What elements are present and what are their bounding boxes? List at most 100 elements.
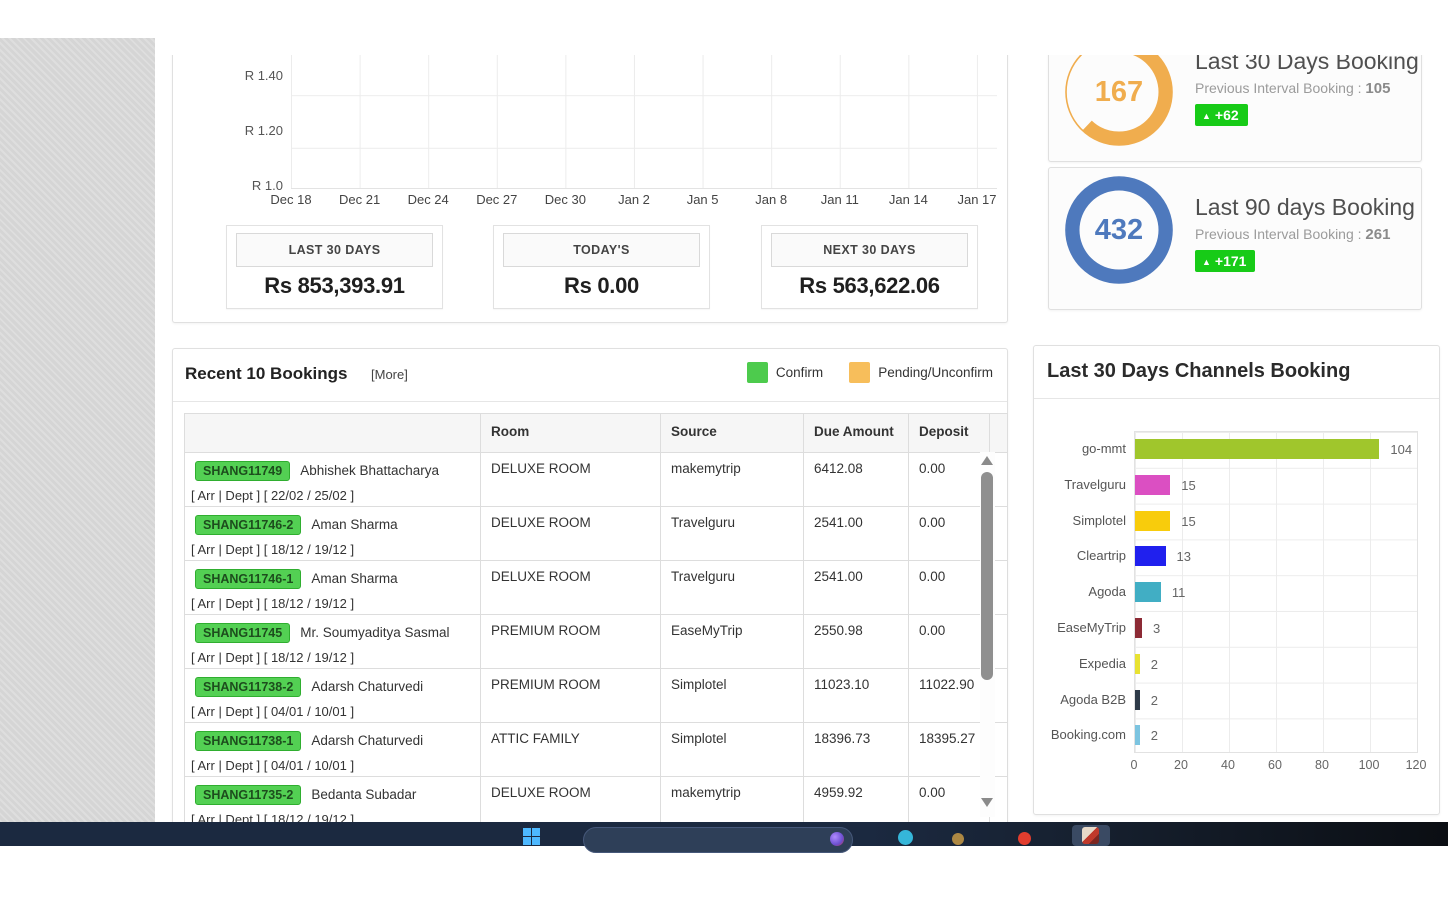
- table-row[interactable]: SHANG11738-1 Adarsh Chaturvedi [ Arr | Dep…: [185, 723, 1007, 777]
- channels-x-tick-label: 80: [1315, 758, 1329, 772]
- column-header: [185, 414, 481, 452]
- channel-bar: [1135, 474, 1171, 495]
- guest-name: Abhishek Bhattacharya: [300, 463, 440, 478]
- last-90-days-booking-card: 432 Last 90 days Booking Previous Interval…: [1048, 167, 1422, 310]
- deposit-cell: 0.00: [909, 777, 990, 822]
- x-axis-tick-label: Dec 27: [476, 192, 518, 207]
- due-amount-cell: 4959.92: [804, 777, 909, 822]
- room-cell: ATTIC FAMILY: [481, 723, 661, 776]
- channel-bar-value: 2: [1150, 656, 1158, 672]
- booking-cell: SHANG11746-2 Aman Sharma [ Arr | Dept ] [ …: [185, 507, 481, 560]
- booking-line1: SHANG11746-2 Aman Sharma: [195, 515, 470, 535]
- channels-bar-plot: [1134, 431, 1418, 753]
- revenue-stat-box: TODAY'S Rs 0.00: [493, 225, 710, 309]
- booking-id-badge[interactable]: SHANG11745: [195, 623, 291, 643]
- status-legend: Confirm Pending/Unconfirm: [746, 362, 993, 383]
- arrival-departure-dates: [ Arr | Dept ] [ 18/12 / 19/12 ]: [191, 596, 355, 611]
- channel-label: Simplotel: [1072, 512, 1126, 528]
- channel-bar: [1135, 510, 1171, 531]
- gauge-ring: 432: [1061, 172, 1177, 288]
- booking-line1: SHANG11738-2 Adarsh Chaturvedi: [195, 677, 470, 697]
- booking-id-badge[interactable]: SHANG11749: [195, 461, 291, 481]
- table-row[interactable]: SHANG11735-2 Bedanta Subadar [ Arr | Dept …: [185, 777, 1007, 822]
- source-cell: makemytrip: [661, 777, 804, 822]
- channel-bar-value: 15: [1181, 513, 1196, 529]
- x-axis-tick-label: Jan 5: [686, 192, 719, 207]
- booking-id-badge[interactable]: SHANG11735-2: [195, 785, 302, 805]
- room-cell: PREMIUM ROOM: [481, 615, 661, 668]
- channel-bar-value: 3: [1153, 621, 1161, 636]
- taskbar-app-amber-icon[interactable]: [952, 833, 964, 845]
- up-arrow-icon: ▲: [1202, 111, 1211, 121]
- booking-id-badge[interactable]: SHANG11746-2: [195, 515, 302, 535]
- table-row[interactable]: SHANG11749 Abhishek Bhattacharya [ Arr | D…: [185, 453, 1007, 507]
- booking-cell: SHANG11735-2 Bedanta Subadar [ Arr | Dept …: [185, 777, 481, 822]
- channels-x-tick-label: 0: [1130, 758, 1138, 772]
- arrival-departure-dates: [ Arr | Dept ] [ 18/12 / 19/12 ]: [191, 812, 355, 822]
- x-axis-tick-label: Dec 18: [270, 192, 312, 207]
- pending-legend-swatch: [849, 362, 871, 383]
- scroll-down-icon[interactable]: [981, 798, 993, 807]
- table-row[interactable]: SHANG11738-2 Adarsh Chaturvedi [ Arr | Dep…: [185, 669, 1007, 723]
- stat-box-value: Rs 563,622.06: [799, 273, 940, 298]
- source-cell: Travelguru: [661, 507, 804, 560]
- recent-bookings-header: Recent 10 Bookings [More] Confirm Pendin…: [173, 349, 1007, 402]
- confirm-legend-swatch: [746, 362, 768, 383]
- guest-name: Aman Sharma: [311, 571, 398, 586]
- booking-line1: SHANG11745 Mr. Soumyaditya Sasmal: [195, 623, 470, 643]
- deposit-cell: 18395.27: [909, 723, 990, 776]
- booking-cell: SHANG11749 Abhishek Bhattacharya [ Arr | D…: [185, 453, 481, 506]
- windows-start-icon[interactable]: [523, 828, 540, 845]
- booking-id-badge[interactable]: SHANG11738-2: [195, 677, 302, 697]
- channels-x-tick-label: 20: [1174, 758, 1188, 772]
- channel-bar-value: 104: [1390, 442, 1413, 457]
- x-axis-tick-label: Jan 11: [820, 192, 859, 207]
- table-row[interactable]: SHANG11746-2 Aman Sharma [ Arr | Dept ] [ …: [185, 507, 1007, 561]
- booking-line1: SHANG11735-2 Bedanta Subadar: [195, 785, 470, 805]
- booking-id-badge[interactable]: SHANG11746-1: [195, 569, 302, 589]
- arrival-departure-dates: [ Arr | Dept ] [ 22/02 / 25/02 ]: [191, 488, 355, 503]
- last-30-days-booking-card: 167 Last 30 Days Booking Previous Interval…: [1048, 55, 1422, 162]
- stat-box-value: Rs 853,393.91: [264, 273, 405, 298]
- booking-cell: SHANG11738-1 Adarsh Chaturvedi [ Arr | Dep…: [185, 723, 481, 776]
- booking-id-badge[interactable]: SHANG11738-1: [195, 731, 302, 751]
- revenue-stat-box: NEXT 30 DAYS Rs 563,622.06: [761, 225, 978, 309]
- y-axis-tick-label: R 1.40: [244, 68, 283, 83]
- channels-x-tick-label: 100: [1358, 758, 1380, 772]
- bookings-table: Room Source Due Amount Deposit SHANG11749 Abh…: [184, 413, 1008, 822]
- channels-card-title: Last 30 Days Channels Booking: [1047, 360, 1351, 382]
- taskbar-search-input[interactable]: [583, 827, 853, 853]
- x-axis-tick-label: Jan 2: [618, 192, 650, 207]
- recent-bookings-title: Recent 10 Bookings: [185, 364, 348, 383]
- edge-browser-icon[interactable]: [898, 830, 913, 845]
- revenue-chart-card: R 1.40 R 1.20 R 1.0 Dec 18 Dec 21 Dec 24 Dec …: [172, 55, 1008, 323]
- channel-bar: [1135, 725, 1140, 746]
- up-arrow-icon: ▲: [1202, 257, 1211, 267]
- source-cell: Simplotel: [661, 723, 804, 776]
- scroll-up-icon[interactable]: [981, 456, 993, 465]
- divider: [1034, 398, 1439, 399]
- booking-cell: SHANG11745 Mr. Soumyaditya Sasmal [ Arr | …: [185, 615, 481, 668]
- gauge-value: 167: [1094, 75, 1144, 108]
- channel-label: Agoda B2B: [1060, 691, 1126, 707]
- table-row[interactable]: SHANG11745 Mr. Soumyaditya Sasmal [ Arr | …: [185, 615, 1007, 669]
- pending-legend-label: Pending/Unconfirm: [878, 365, 993, 380]
- due-amount-cell: 11023.10: [804, 669, 909, 722]
- gauge-delta-badge: ▲ +171: [1195, 250, 1256, 272]
- scrollbar-thumb[interactable]: [981, 472, 993, 680]
- taskbar-app-red-icon[interactable]: [1018, 832, 1031, 845]
- channel-bar-value: 2: [1150, 692, 1158, 708]
- table-scrollbar[interactable]: [980, 452, 995, 817]
- source-cell: Simplotel: [661, 669, 804, 722]
- channel-label: Cleartrip: [1076, 548, 1126, 564]
- stat-box-label: LAST 30 DAYS: [236, 233, 433, 267]
- arrival-departure-dates: [ Arr | Dept ] [ 04/01 / 10/01 ]: [191, 704, 355, 719]
- active-app-button[interactable]: [1072, 825, 1110, 846]
- channel-bar-value: 13: [1176, 549, 1192, 565]
- guest-name: Adarsh Chaturvedi: [311, 733, 424, 748]
- more-link[interactable]: [More]: [371, 367, 408, 382]
- confirm-legend-label: Confirm: [775, 365, 824, 380]
- stat-box-label: NEXT 30 DAYS: [771, 233, 968, 267]
- table-row[interactable]: SHANG11746-1 Aman Sharma [ Arr | Dept ] [ …: [185, 561, 1007, 615]
- x-axis-tick-label: Jan 17: [957, 192, 997, 207]
